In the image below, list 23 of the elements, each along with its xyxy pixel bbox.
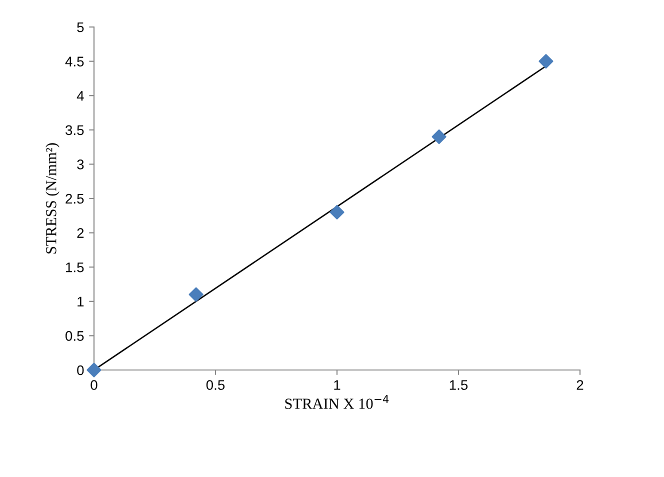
- point: [538, 54, 554, 69]
- point: [188, 287, 204, 302]
- point: [432, 129, 446, 144]
- y-tick-label: 0.5: [66, 331, 84, 341]
- y-tick-label: 3: [77, 160, 84, 170]
- x-tick-label: 2: [576, 380, 584, 390]
- point: [330, 204, 344, 220]
- x-tick-label: 0: [90, 380, 98, 390]
- y-tick-label: 2: [77, 228, 84, 238]
- point: [86, 362, 102, 378]
- x-tick-label: 0.5: [206, 380, 225, 390]
- x-tick-label: 1: [334, 380, 340, 390]
- y-tick-label: 1.5: [66, 262, 84, 272]
- y-tick-label: 4: [76, 91, 84, 101]
- x-tick-label: 1.5: [450, 380, 468, 390]
- y-tick-label: 1: [78, 296, 84, 306]
- y-tick-label: 2.5: [66, 194, 84, 204]
- y-tick-label: 3.5: [66, 125, 84, 136]
- y-tick-label: 5: [77, 22, 84, 32]
- y-tick-label: 0: [77, 365, 84, 376]
- y-tick-label: 4.5: [65, 56, 84, 66]
- x-axis-title: STRAIN X 10$^{−4}$: [285, 395, 389, 409]
- y-axis-title: STRESS (N/mm²): [46, 143, 60, 254]
